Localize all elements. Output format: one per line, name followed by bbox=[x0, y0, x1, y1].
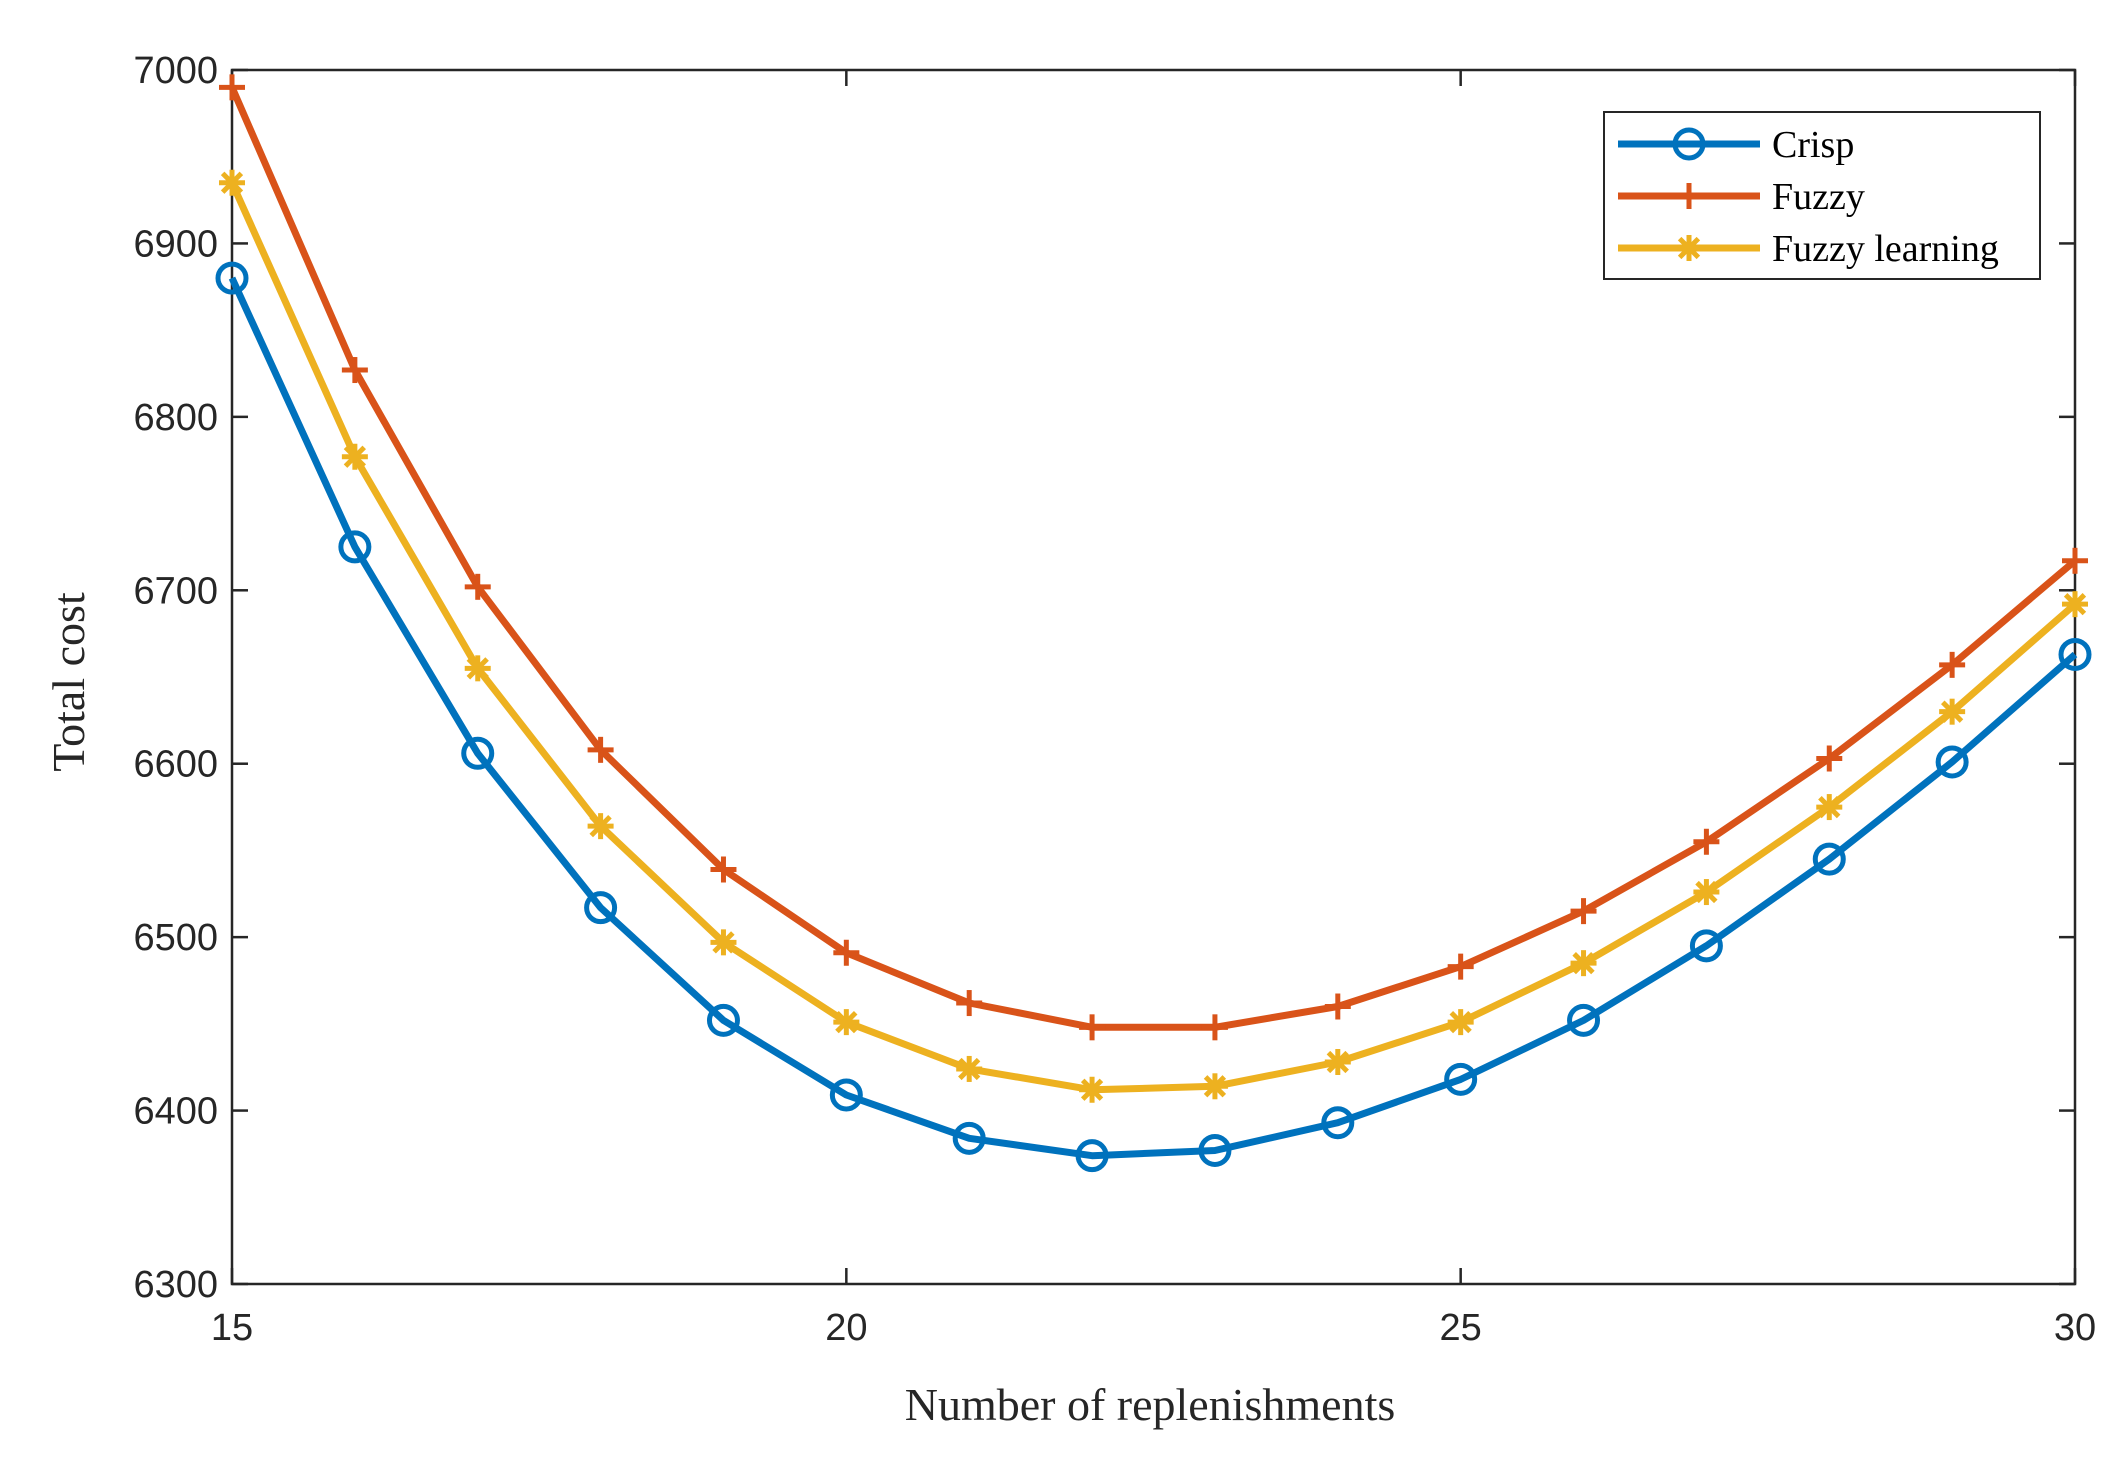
legend-marker-crisp bbox=[1672, 127, 1706, 161]
series-line-fuzzy bbox=[228, 85, 2078, 1031]
y-tick-label: 6500 bbox=[133, 917, 218, 959]
data-point-crisp bbox=[338, 530, 372, 564]
data-point-fuzzy-learning bbox=[1570, 950, 1597, 977]
x-axis-title: Number of replenishments bbox=[905, 1379, 1396, 1430]
data-point-fuzzy-learning bbox=[464, 655, 491, 682]
legend-item-fuzzy-learning: Fuzzy learning bbox=[1618, 228, 1999, 270]
series-line-fuzzy-learning bbox=[228, 181, 2078, 1094]
data-point-fuzzy-learning bbox=[1693, 879, 1720, 906]
data-point-fuzzy-learning bbox=[1079, 1076, 1106, 1103]
data-point-fuzzy-learning bbox=[710, 929, 737, 956]
data-point-crisp bbox=[215, 261, 249, 295]
legend-label-crisp: Crisp bbox=[1772, 124, 1854, 166]
data-point-fuzzy-learning bbox=[587, 813, 614, 840]
y-tick-label: 6600 bbox=[133, 744, 218, 786]
data-point-crisp bbox=[1198, 1133, 1232, 1167]
data-point-fuzzy bbox=[1570, 898, 1597, 925]
data-point-fuzzy bbox=[1693, 828, 1720, 855]
data-point-fuzzy-learning bbox=[1939, 698, 1966, 725]
data-point-crisp bbox=[1444, 1062, 1478, 1096]
data-point-fuzzy bbox=[587, 736, 614, 763]
legend-marker-fuzzy bbox=[1676, 183, 1702, 209]
data-point-fuzzy-learning bbox=[1201, 1073, 1228, 1100]
y-tick-label: 6300 bbox=[133, 1264, 218, 1306]
x-tick-label: 20 bbox=[825, 1307, 867, 1349]
legend-marker-fuzzy-learning bbox=[1676, 235, 1702, 261]
plot-frame bbox=[230, 68, 2077, 1286]
legend-marker-symbol-fuzzy bbox=[1676, 183, 1702, 209]
data-point-fuzzy bbox=[1816, 745, 1843, 772]
plot-area-border bbox=[230, 68, 2077, 1286]
series-fuzzy-learning bbox=[219, 169, 2088, 1103]
data-point-crisp bbox=[584, 891, 618, 925]
data-point-fuzzy bbox=[341, 357, 368, 384]
y-tick-label: 6400 bbox=[133, 1091, 218, 1133]
data-point-crisp bbox=[2058, 637, 2092, 671]
data-point-crisp bbox=[1935, 745, 1969, 779]
data-point-fuzzy bbox=[1447, 953, 1474, 980]
data-point-crisp bbox=[1075, 1139, 1109, 1173]
data-point-fuzzy-learning bbox=[1324, 1049, 1351, 1076]
legend-label-fuzzy-learning: Fuzzy learning bbox=[1772, 228, 1999, 270]
legend: Crisp Fuzzy Fuzzy learning bbox=[1603, 111, 2041, 280]
data-point-fuzzy-learning bbox=[2062, 591, 2088, 618]
data-point-crisp bbox=[1812, 842, 1846, 876]
data-point-fuzzy bbox=[710, 856, 737, 883]
x-tick-label: 25 bbox=[1440, 1307, 1482, 1349]
data-point-fuzzy-learning bbox=[341, 443, 368, 470]
y-tick-label: 6900 bbox=[133, 223, 218, 265]
data-point-fuzzy bbox=[956, 990, 983, 1017]
legend-marker-symbol-fuzzy-learning bbox=[1676, 235, 1702, 261]
data-point-crisp bbox=[829, 1078, 863, 1112]
data-point-fuzzy bbox=[1201, 1014, 1228, 1041]
data-point-fuzzy bbox=[833, 939, 860, 966]
x-axis: 15 20 25 30 bbox=[211, 70, 2096, 1349]
legend-item-crisp: Crisp bbox=[1618, 124, 1854, 166]
data-point-fuzzy-learning bbox=[1816, 794, 1843, 821]
data-point-fuzzy bbox=[2062, 547, 2088, 574]
x-tick-label: 30 bbox=[2054, 1307, 2096, 1349]
y-tick-label: 6700 bbox=[133, 570, 218, 612]
legend-marker-symbol-crisp bbox=[1672, 127, 1706, 161]
data-point-fuzzy bbox=[1324, 993, 1351, 1020]
y-axis: 6300 6400 6500 6600 6700 6800 6900 7000 bbox=[133, 50, 2075, 1306]
data-point-fuzzy-learning bbox=[956, 1055, 983, 1082]
x-tick-label: 15 bbox=[211, 1307, 253, 1349]
series-layer bbox=[215, 74, 2092, 1173]
series-line-crisp bbox=[228, 276, 2078, 1160]
y-tick-label: 6800 bbox=[133, 397, 218, 439]
data-point-fuzzy bbox=[1939, 651, 1966, 678]
data-point-crisp bbox=[1321, 1106, 1355, 1140]
data-point-crisp bbox=[1567, 1003, 1601, 1037]
y-axis-title: Total cost bbox=[43, 592, 94, 772]
data-point-fuzzy bbox=[1079, 1014, 1106, 1041]
data-point-crisp bbox=[461, 736, 495, 770]
data-point-crisp bbox=[952, 1121, 986, 1155]
data-point-fuzzy-learning bbox=[1447, 1009, 1474, 1036]
legend-label-fuzzy: Fuzzy bbox=[1772, 176, 1865, 218]
legend-item-fuzzy: Fuzzy bbox=[1618, 176, 1865, 218]
data-point-fuzzy-learning bbox=[833, 1009, 860, 1036]
data-point-fuzzy bbox=[464, 573, 491, 600]
data-point-crisp bbox=[706, 1003, 740, 1037]
y-tick-label: 7000 bbox=[133, 50, 218, 92]
series-fuzzy bbox=[219, 74, 2088, 1041]
data-point-crisp bbox=[1689, 929, 1723, 963]
series-crisp bbox=[215, 261, 2092, 1173]
data-point-fuzzy bbox=[219, 74, 245, 101]
data-point-fuzzy-learning bbox=[219, 169, 245, 196]
